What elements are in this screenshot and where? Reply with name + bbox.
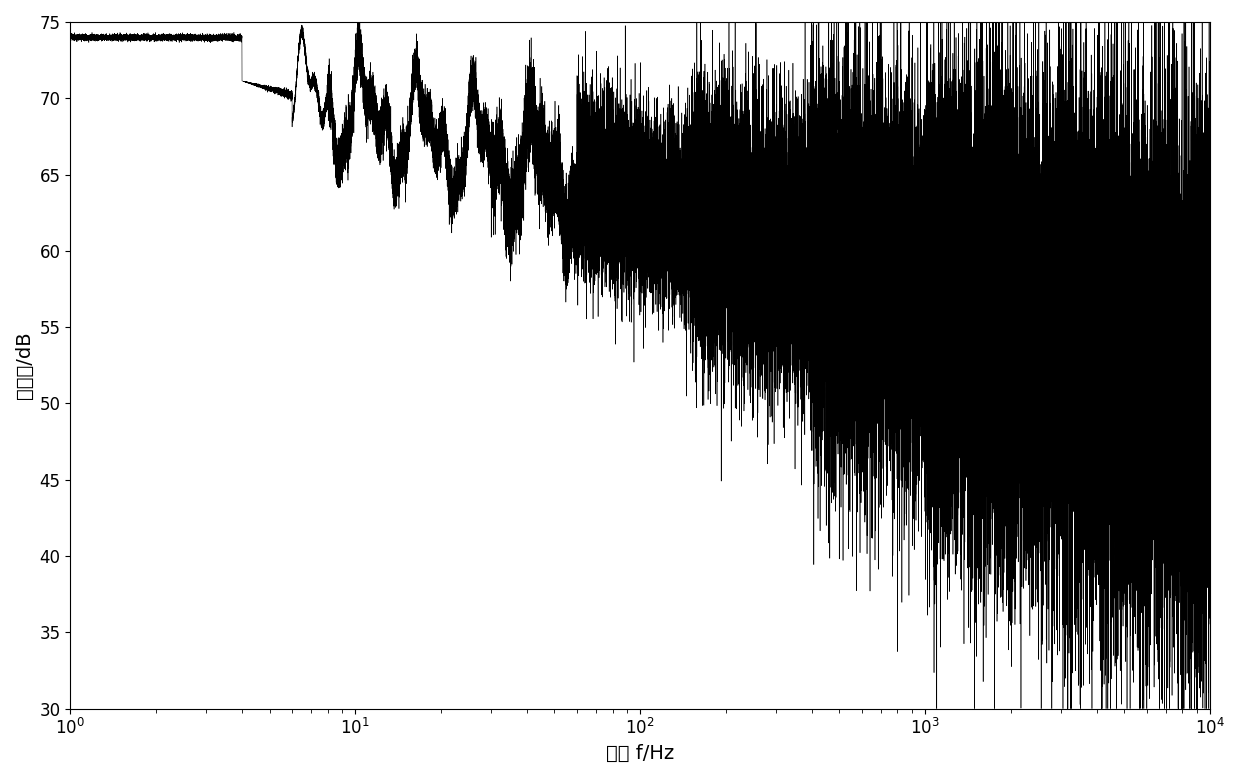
Y-axis label: 声功率/dB: 声功率/dB (15, 331, 33, 399)
X-axis label: 频率 f/Hz: 频率 f/Hz (606, 744, 675, 763)
